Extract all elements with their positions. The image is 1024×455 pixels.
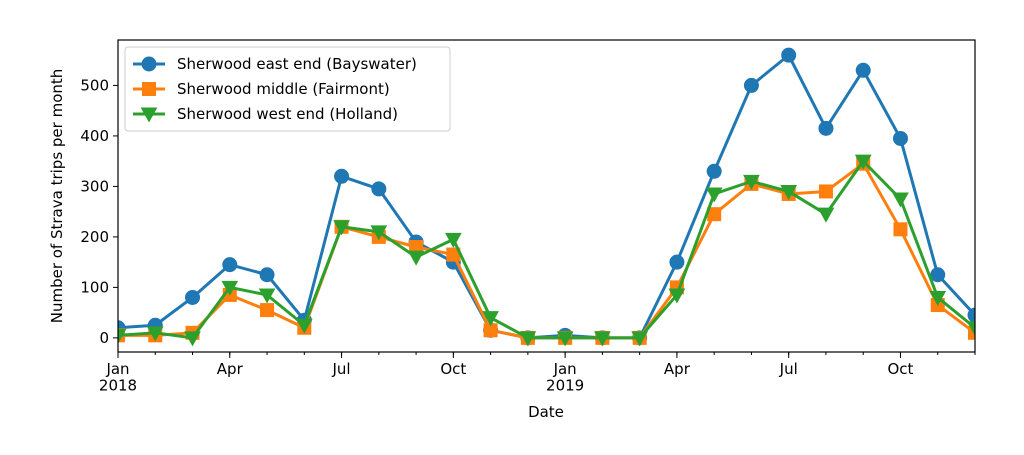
point: [706, 163, 722, 179]
point: [222, 257, 238, 273]
point: [966, 321, 975, 337]
x-tick-label: Jul: [332, 360, 351, 378]
x-tick-label: Apr: [664, 360, 691, 378]
point: [854, 154, 872, 170]
point: [258, 288, 276, 304]
point: [370, 225, 388, 241]
x-tick-label: Oct: [440, 360, 466, 378]
series-line: [118, 162, 975, 340]
point: [855, 62, 871, 78]
point: [142, 82, 156, 96]
point: [444, 232, 462, 248]
point: [118, 328, 127, 344]
point: [892, 130, 908, 146]
point: [743, 77, 759, 93]
point: [929, 290, 947, 307]
point: [141, 56, 157, 72]
x-tick-label: Jan 2019: [546, 360, 584, 395]
point: [333, 220, 350, 236]
y-tick-label: 400: [80, 127, 109, 145]
y-tick-label: 500: [80, 76, 109, 94]
y-axis-label: Number of Strava trips per month: [48, 69, 66, 324]
point: [594, 331, 611, 347]
point: [780, 184, 798, 200]
x-axis-label: Date: [528, 403, 564, 421]
point: [334, 168, 350, 184]
point: [669, 254, 685, 270]
point: [781, 47, 797, 63]
point: [482, 311, 499, 327]
x-tick-label: Apr: [217, 360, 244, 378]
legend-box: [124, 46, 451, 132]
legend-label: Sherwood east end (Bayswater): [177, 55, 417, 73]
y-tick-label: 300: [80, 177, 109, 195]
point: [407, 250, 425, 266]
point: [967, 307, 975, 323]
series-line: [118, 159, 975, 340]
x-tick-label: Jul: [779, 360, 798, 378]
legend-label: Sherwood middle (Fairmont): [177, 80, 390, 98]
point: [295, 318, 313, 334]
y-tick-label: 100: [80, 278, 109, 296]
y-tick-label: 0: [99, 329, 109, 347]
point: [259, 267, 275, 283]
plot-area: [118, 47, 975, 347]
x-tick-label: Jan 2018: [99, 360, 137, 395]
point: [260, 303, 275, 318]
point: [140, 107, 158, 123]
point: [743, 174, 760, 190]
point: [185, 289, 201, 305]
x-tick-label: Oct: [888, 360, 914, 378]
point: [818, 184, 833, 199]
point: [892, 192, 909, 208]
point: [968, 325, 975, 340]
point: [221, 280, 239, 296]
plot-frame: [117, 39, 976, 353]
point: [818, 120, 834, 136]
point: [668, 288, 686, 304]
point: [631, 331, 649, 347]
point: [556, 331, 574, 347]
point: [705, 187, 723, 203]
point: [893, 222, 908, 237]
point: [817, 207, 835, 223]
point: [930, 267, 946, 283]
y-tick-label: 200: [80, 228, 109, 246]
legend-label: Sherwood west end (Holland): [177, 105, 398, 123]
point: [519, 331, 537, 347]
point: [184, 331, 201, 347]
point: [146, 326, 164, 342]
point: [371, 181, 387, 197]
